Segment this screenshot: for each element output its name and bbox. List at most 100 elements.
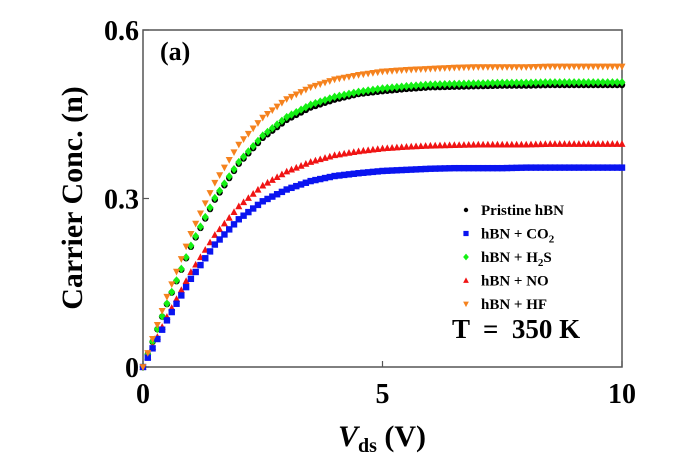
data-point <box>542 164 549 171</box>
data-point <box>604 164 611 171</box>
data-point <box>609 164 616 171</box>
data-point <box>431 165 439 172</box>
data-point <box>216 236 223 243</box>
data-point <box>283 167 291 175</box>
data-point <box>484 78 492 88</box>
data-point <box>599 63 607 71</box>
data-point <box>474 79 482 88</box>
data-point <box>408 166 415 173</box>
data-point <box>599 164 607 171</box>
data-point <box>374 168 381 175</box>
data-point <box>268 124 276 133</box>
data-point <box>240 136 248 144</box>
data-point <box>374 145 382 152</box>
data-point <box>584 78 592 87</box>
data-point <box>493 64 501 71</box>
data-point <box>570 164 578 171</box>
data-point <box>182 243 190 251</box>
data-point <box>259 114 267 122</box>
x-axis-label-main: V <box>338 420 361 453</box>
legend-marker <box>463 207 469 213</box>
data-point <box>441 141 449 149</box>
data-point <box>230 165 238 174</box>
data-point <box>149 336 157 343</box>
data-point <box>546 63 554 71</box>
data-point <box>532 78 540 87</box>
data-point <box>402 66 410 74</box>
data-point <box>402 142 410 150</box>
data-point <box>317 175 324 183</box>
data-point <box>226 226 233 233</box>
data-point <box>489 78 497 88</box>
data-point <box>331 76 339 84</box>
data-point <box>254 201 262 209</box>
data-point <box>570 63 578 71</box>
data-point <box>292 163 300 171</box>
data-point <box>417 165 425 173</box>
data-point <box>187 275 195 283</box>
data-point <box>173 276 181 285</box>
data-point <box>302 160 310 167</box>
legend-item: hBN + NO <box>463 274 549 290</box>
legend-marker <box>463 277 469 283</box>
data-point <box>556 78 564 87</box>
data-point <box>580 63 588 71</box>
data-point <box>240 212 247 219</box>
data-point <box>513 78 521 87</box>
data-point <box>316 81 324 88</box>
data-point <box>508 140 516 148</box>
data-point <box>158 312 166 321</box>
data-point <box>350 72 358 80</box>
data-point <box>470 164 477 172</box>
data-point <box>508 64 516 71</box>
data-point <box>359 71 367 79</box>
data-point <box>484 140 492 148</box>
legend-item: hBN + HF <box>463 297 547 313</box>
data-point <box>561 164 568 171</box>
data-point <box>575 63 583 71</box>
data-point <box>269 193 276 200</box>
data-point <box>450 64 458 72</box>
data-point <box>589 78 597 87</box>
data-point <box>196 222 204 231</box>
data-point <box>479 164 487 172</box>
data-point <box>570 78 578 87</box>
data-point <box>182 253 190 262</box>
data-point <box>264 127 272 137</box>
data-point <box>599 140 607 147</box>
data-point <box>268 176 276 183</box>
data-point <box>201 200 209 208</box>
data-point <box>446 165 453 172</box>
data-point <box>498 64 506 71</box>
data-point <box>383 83 391 93</box>
data-point <box>398 67 406 75</box>
data-point <box>364 86 372 95</box>
data-point <box>345 73 353 81</box>
data-point <box>407 142 415 150</box>
data-point <box>259 198 266 205</box>
data-point <box>517 64 525 71</box>
data-point <box>378 84 387 93</box>
data-point <box>546 140 554 147</box>
data-point <box>532 140 540 148</box>
data-point <box>604 78 612 87</box>
data-point <box>144 354 151 361</box>
legend-label: hBN + HF <box>481 297 547 313</box>
series-diamond <box>139 78 626 372</box>
data-point <box>369 70 377 77</box>
data-point <box>187 231 195 238</box>
data-point <box>196 210 204 218</box>
data-point <box>178 292 185 299</box>
data-point <box>192 268 199 276</box>
data-point <box>158 326 166 333</box>
data-point <box>541 63 549 71</box>
data-point <box>402 82 410 91</box>
y-tick-label: 0 <box>125 353 139 384</box>
data-point <box>139 364 147 371</box>
data-point <box>494 164 501 172</box>
data-point <box>580 140 588 147</box>
data-point <box>283 186 290 193</box>
legend-marker <box>463 230 469 237</box>
data-point <box>153 321 161 329</box>
data-point <box>513 164 520 172</box>
